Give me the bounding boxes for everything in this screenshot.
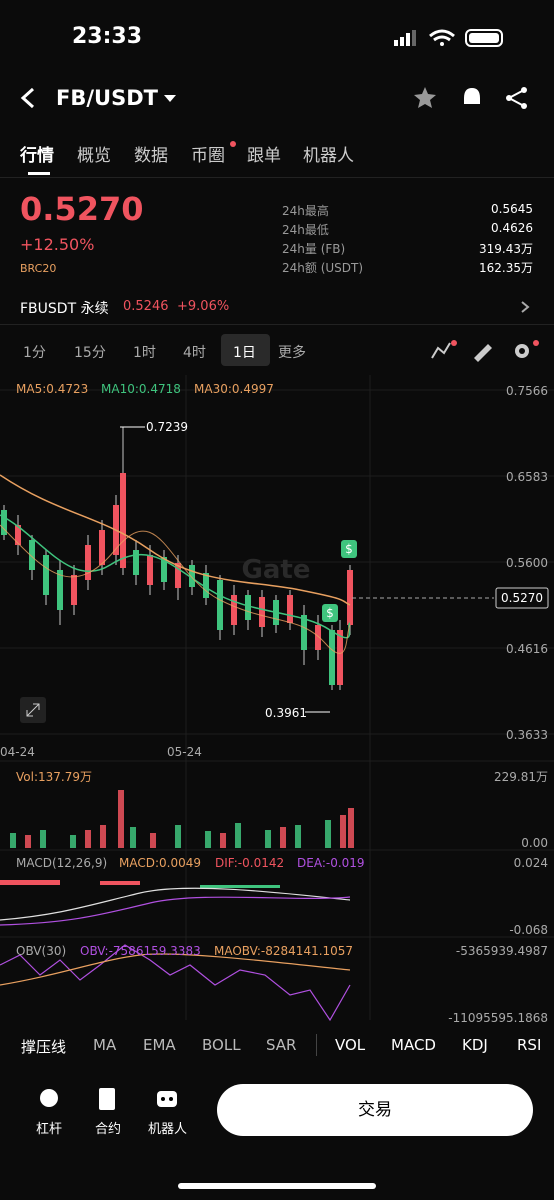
trade-button[interactable]: 交易 — [217, 1084, 533, 1136]
chart-tools[interactable] — [430, 338, 542, 362]
obv-tick: -5365939.4987 — [455, 944, 548, 958]
indicator[interactable]: VOL — [335, 1036, 366, 1054]
tab-underline — [28, 172, 50, 175]
indicator[interactable]: 撑压线 — [21, 1038, 67, 1056]
divider — [0, 324, 554, 325]
dot — [230, 141, 236, 147]
divider — [0, 177, 554, 178]
interval[interactable]: 1分 — [23, 345, 46, 361]
indicator[interactable]: RSI — [517, 1036, 542, 1054]
macd-label: DIF:-0.0142 — [215, 856, 285, 870]
chart: Gate $ $ — [0, 375, 554, 1022]
date: 04-24 — [0, 745, 35, 759]
perp-price: 0.5246 — [123, 299, 169, 314]
tag: BRC20 — [20, 262, 57, 275]
home-indicator — [178, 1183, 376, 1189]
tab[interactable]: 跟单 — [247, 146, 281, 166]
macd-tick: -0.068 — [509, 923, 548, 937]
bottom-item[interactable]: 杠杆 — [36, 1122, 63, 1137]
bottom-item[interactable]: 机器人 — [148, 1122, 188, 1137]
bottom-item[interactable]: 合约 — [95, 1122, 122, 1137]
ma-label: MA5:0.4723 — [16, 382, 89, 396]
status-icons — [394, 29, 503, 47]
interval[interactable]: 1日 — [233, 345, 256, 361]
interval[interactable]: 4时 — [183, 345, 206, 361]
tab[interactable]: 币圈 — [191, 146, 225, 166]
indicator[interactable]: MA — [93, 1036, 117, 1054]
indicator[interactable]: BOLL — [202, 1036, 241, 1054]
svg-text:$: $ — [326, 606, 334, 620]
price-change: +12.50% — [20, 235, 95, 254]
price-tick: 0.4616 — [506, 642, 548, 656]
obv-label: MAOBV:-8284141.1057 — [214, 944, 354, 958]
obv-label: OBV(30) — [16, 944, 67, 958]
stat-label: 24h最低 — [282, 223, 329, 237]
indicator[interactable]: KDJ — [462, 1036, 488, 1054]
interval[interactable]: 15分 — [74, 345, 106, 361]
low-label: 0.3961 — [265, 706, 307, 720]
ma-label: MA10:0.4718 — [101, 382, 181, 396]
macd-tick: 0.024 — [513, 856, 548, 870]
vol-tick: 229.81万 — [494, 770, 548, 784]
current-price: 0.5270 — [501, 591, 543, 605]
price-tick: 0.7566 — [506, 384, 548, 398]
macd-label: DEA:-0.019 — [297, 856, 365, 870]
macd-label: MACD:0.0049 — [119, 856, 202, 870]
price-tick: 0.6583 — [506, 470, 548, 484]
bottom-icons — [40, 1088, 177, 1110]
stat-label: 24h量 (FB) — [282, 242, 346, 256]
last-price: 0.5270 — [20, 190, 144, 228]
pair[interactable]: FB/USDT — [56, 86, 158, 110]
back[interactable] — [18, 86, 38, 110]
tab[interactable]: 机器人 — [303, 146, 354, 166]
stat-value: 319.43万 — [479, 242, 533, 256]
tab[interactable]: 数据 — [134, 146, 168, 166]
date: 05-24 — [167, 745, 202, 759]
indicator[interactable]: SAR — [266, 1036, 297, 1054]
tab[interactable]: 概览 — [77, 146, 111, 166]
tab[interactable]: 行情 — [20, 146, 54, 166]
obv-tick: -11095595.1868 — [448, 1011, 548, 1025]
ma-label: MA30:0.4997 — [194, 382, 274, 396]
stat-label: 24h额 (USDT) — [282, 261, 364, 275]
stat-value: 0.5645 — [491, 202, 533, 216]
separator — [316, 1034, 317, 1056]
price-tick: 0.3633 — [506, 728, 548, 742]
interval[interactable]: 1时 — [133, 345, 156, 361]
obv-label: OBV:-7586159.3383 — [80, 944, 201, 958]
stat-label: 24h最高 — [282, 204, 329, 218]
time: 23:33 — [72, 24, 143, 49]
dropdown — [164, 95, 176, 102]
interval[interactable]: 更多 — [278, 345, 306, 361]
macd-label: MACD(12,26,9) — [16, 856, 108, 870]
actions[interactable] — [412, 84, 532, 112]
high-label: 0.7239 — [146, 420, 188, 434]
indicator[interactable]: MACD — [391, 1036, 436, 1054]
chevron — [521, 301, 530, 313]
stat-value: 162.35万 — [479, 261, 533, 275]
perp-name[interactable]: FBUSDT 永续 — [20, 301, 109, 317]
indicator[interactable]: EMA — [143, 1036, 176, 1054]
vol-tick: 0.00 — [521, 836, 548, 850]
interval-selected — [221, 334, 270, 366]
svg-text:$: $ — [345, 542, 353, 556]
stat-value: 0.4626 — [491, 221, 533, 235]
watermark: Gate — [242, 555, 311, 585]
vol-label: Vol:137.79万 — [16, 770, 92, 784]
perp-change: +9.06% — [177, 299, 230, 314]
price-tick: 0.5600 — [506, 556, 548, 570]
